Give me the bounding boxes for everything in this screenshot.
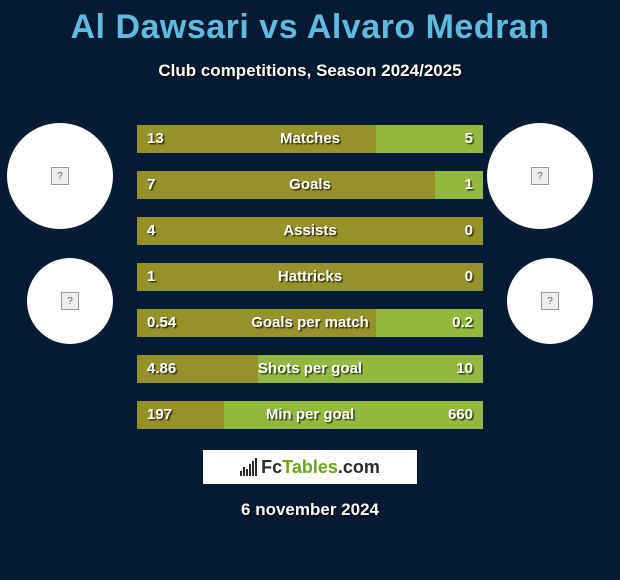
footer-brand-text: FcTables.com — [261, 457, 380, 478]
page-subtitle: Club competitions, Season 2024/2025 — [0, 61, 620, 81]
stat-row: 71Goals — [137, 171, 483, 199]
page-title: Al Dawsari vs Alvaro Medran — [0, 0, 620, 47]
image-placeholder-icon: ? — [51, 167, 69, 185]
image-placeholder-icon: ? — [541, 292, 559, 310]
stat-label: Shots per goal — [137, 355, 483, 383]
brand-part-a: Fc — [261, 457, 282, 477]
player1-avatar-large: ? — [7, 123, 113, 229]
stat-row: 135Matches — [137, 125, 483, 153]
player2-club-avatar: ? — [507, 258, 593, 344]
logo-bars-icon — [240, 458, 257, 476]
image-placeholder-icon: ? — [61, 292, 79, 310]
stat-label: Matches — [137, 125, 483, 153]
stat-row: 197660Min per goal — [137, 401, 483, 429]
stat-label: Goals — [137, 171, 483, 199]
footer-date: 6 november 2024 — [0, 500, 620, 520]
stat-label: Min per goal — [137, 401, 483, 429]
footer-logo: FcTables.com — [203, 450, 417, 484]
stat-row: 0.540.2Goals per match — [137, 309, 483, 337]
stats-container: 135Matches 71Goals 40Assists 10Hattricks 0.5… — [137, 125, 483, 447]
stat-row: 40Assists — [137, 217, 483, 245]
stat-row: 10Hattricks — [137, 263, 483, 291]
stat-label: Assists — [137, 217, 483, 245]
brand-part-b: Tables — [282, 457, 338, 477]
player2-avatar-large: ? — [487, 123, 593, 229]
image-placeholder-icon: ? — [531, 167, 549, 185]
stat-label: Goals per match — [137, 309, 483, 337]
stat-row: 4.8610Shots per goal — [137, 355, 483, 383]
stat-label: Hattricks — [137, 263, 483, 291]
brand-part-c: .com — [338, 457, 380, 477]
player1-club-avatar: ? — [27, 258, 113, 344]
